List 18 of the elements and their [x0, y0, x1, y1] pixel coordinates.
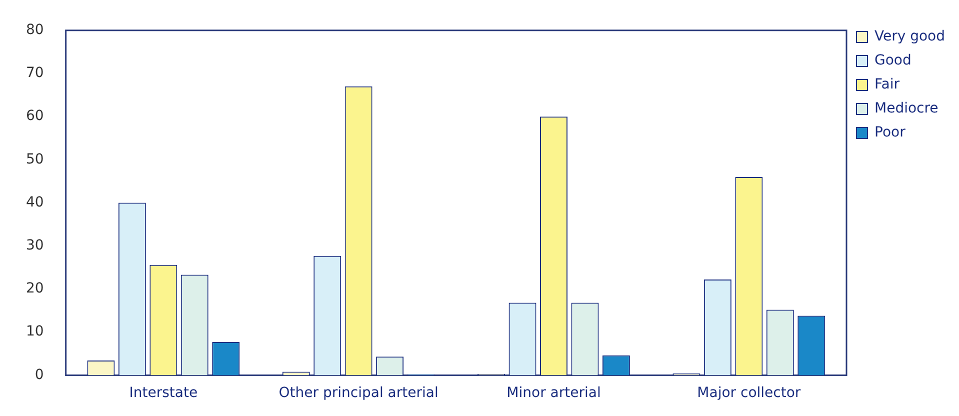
- y-tick-label: 50: [26, 151, 44, 168]
- y-tick-label: 60: [26, 108, 44, 124]
- y-tick-label: 70: [26, 65, 44, 82]
- y-tick-label: 30: [26, 238, 44, 254]
- legend-label: Very good: [874, 28, 945, 45]
- x-tick-label: Minor arterial: [506, 385, 601, 402]
- legend-label: Mediocre: [874, 100, 938, 117]
- x-tick-label: Major collector: [697, 385, 801, 402]
- y-tick-label: 40: [26, 194, 44, 210]
- y-tick-label: 0: [34, 366, 44, 383]
- y-tick-label: 20: [26, 280, 44, 297]
- legend-label: Poor: [874, 124, 906, 141]
- y-tick-label: 80: [26, 22, 44, 38]
- y-tick-label: 10: [26, 324, 44, 340]
- x-tick-label: Interstate: [129, 385, 198, 402]
- x-tick-label: Other principal arterial: [278, 385, 438, 402]
- legend-label: Fair: [874, 76, 900, 93]
- legend-label: Good: [874, 52, 912, 69]
